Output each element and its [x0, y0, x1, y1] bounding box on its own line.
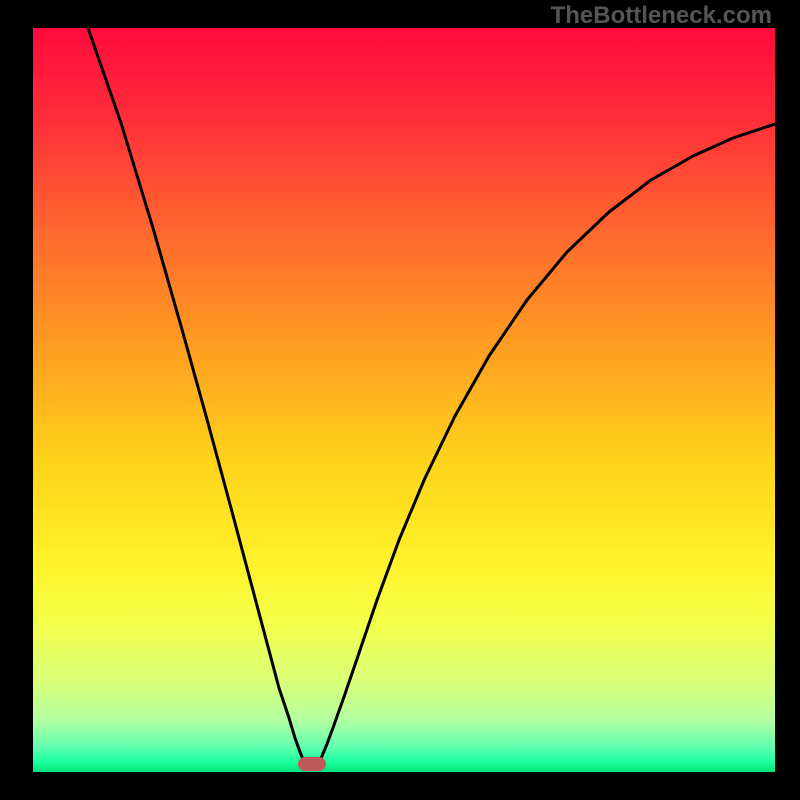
bottleneck-curve — [33, 28, 775, 772]
minimum-marker — [298, 757, 326, 771]
curve-right — [319, 124, 775, 763]
chart-root: { "chart": { "type": "line", "canvas": {… — [0, 0, 800, 800]
curve-left — [88, 28, 305, 763]
plot-area — [33, 28, 775, 772]
watermark-text: TheBottleneck.com — [551, 2, 772, 30]
